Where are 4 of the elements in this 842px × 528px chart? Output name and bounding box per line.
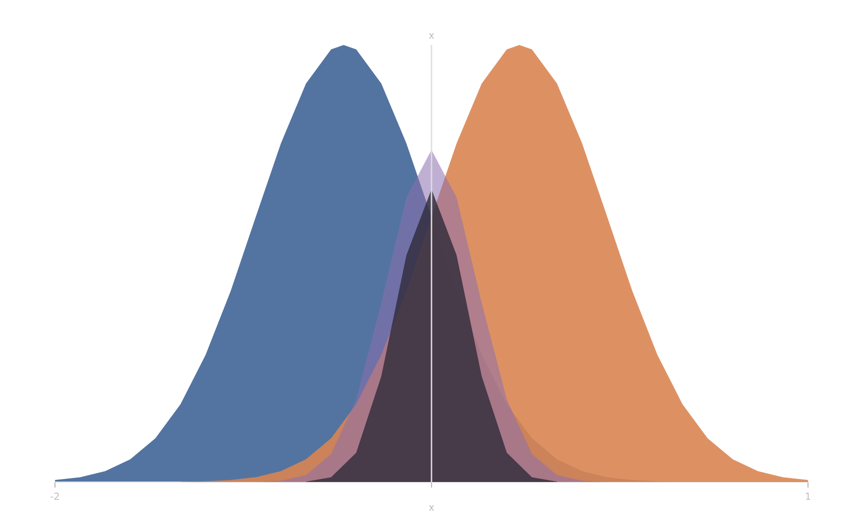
- y-axis-title: x: [428, 33, 434, 39]
- x-axis-title: x: [428, 505, 434, 511]
- x-tick-label: -2: [50, 492, 59, 500]
- x-tick-label: 1: [806, 492, 810, 500]
